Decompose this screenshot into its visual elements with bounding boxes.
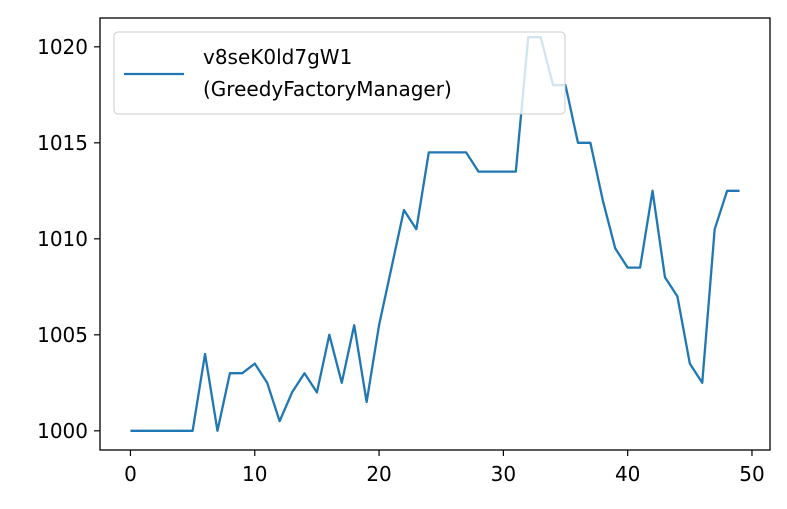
series-layer: [130, 36, 740, 432]
y-axis-ticks: 1000 1005 1010 1015 1020: [37, 35, 100, 443]
y-tick-label: 1010: [37, 227, 88, 251]
x-tick-label: 40: [615, 462, 640, 486]
y-tick-label: 1015: [37, 131, 88, 155]
plot-frame: [99, 17, 771, 451]
x-tick-label: 0: [124, 462, 137, 486]
x-tick-label: 30: [491, 462, 516, 486]
legend-label-line1: v8seK0ld7gW1: [203, 45, 352, 69]
x-axis-ticks: 0 10 20 30 40 50: [124, 450, 765, 486]
x-tick-label: 50: [739, 462, 764, 486]
y-tick-label: 1005: [37, 323, 88, 347]
legend-box: [113, 31, 566, 115]
x-tick-label: 10: [242, 462, 267, 486]
series-line-0: [130, 36, 740, 432]
x-tick-label: 20: [366, 462, 391, 486]
y-tick-label: 1000: [37, 419, 88, 443]
y-tick-label: 1020: [37, 35, 88, 59]
legend: v8seK0ld7gW1 (GreedyFactoryManager): [113, 31, 566, 115]
legend-label-line2: (GreedyFactoryManager): [203, 77, 452, 101]
